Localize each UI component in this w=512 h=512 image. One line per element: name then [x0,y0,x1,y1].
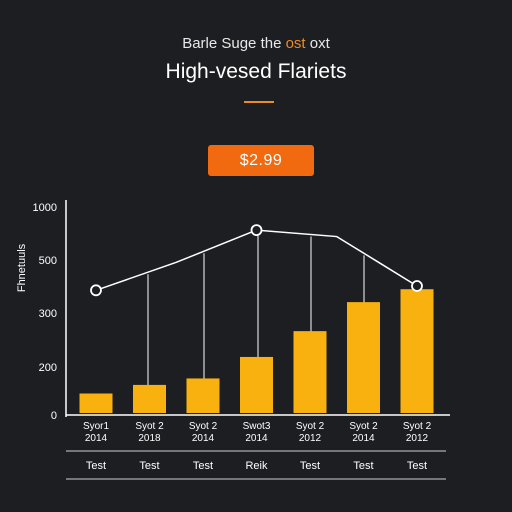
y-tick-label: 0 [51,410,57,422]
overlay-marker [90,284,102,297]
x-tick-year: 2014 [245,433,268,444]
y-tick-label: 1000 [33,202,57,214]
overlay-marker [250,224,263,237]
x-tick-label: Syot 2 [403,421,432,432]
price-badge: $2.99 [208,145,314,176]
x-tick-year: 2014 [192,433,215,444]
y-tick-label: 500 [39,255,57,267]
title-underline [244,101,274,103]
y-tick-label: 200 [39,362,57,374]
overlay-polyline [95,229,418,292]
category-footer-label: Reik [245,460,268,472]
x-tick-label: Syor1 [83,421,110,432]
category-footer-label: Test [407,460,427,472]
category-footer-label: Test [300,460,320,472]
y-tick-label: 300 [39,308,57,320]
bar-3 [186,378,220,413]
x-tick-label: Syot 2 [296,421,325,432]
x-tick-label: Syot 2 [189,421,218,432]
x-tick-year: 2012 [406,433,429,444]
bar-1 [79,393,113,413]
bar-4 [240,356,273,413]
category-footer-label: Test [193,460,213,472]
y-axis-title: Fhnetuuls [16,243,28,292]
eyebrow-accent-text: ost [285,35,306,52]
category-footer-label: Test [139,460,159,472]
category-footer-label: Test [353,460,373,472]
chart-eyebrow: Barle Suge the ost oxt [0,35,512,52]
x-tick-year: 2012 [299,433,322,444]
bar-6 [347,302,380,413]
x-tick-label: Swot3 [243,421,271,432]
bar-7 [400,289,434,413]
chart-title: High-vesed Flariets [165,60,347,83]
category-footer-label: Test [86,460,106,472]
x-tick-year: 2018 [138,433,161,444]
eyebrow-text-start: Barle Suge the [182,35,286,52]
overlay-line [90,224,423,297]
x-tick-year: 2014 [85,433,108,444]
overlay-marker [411,280,423,292]
x-tick-label: Syot 2 [349,421,378,432]
x-tick-year: 2014 [352,433,375,444]
chart-axes: 0 200 300 500 1000 Fhnetuuls [16,200,450,422]
bar-series [79,289,434,413]
bar-5 [293,331,327,413]
eyebrow-text-end: oxt [305,35,330,52]
x-tick-label: Syot 2 [135,421,164,432]
bar-2 [133,384,166,413]
